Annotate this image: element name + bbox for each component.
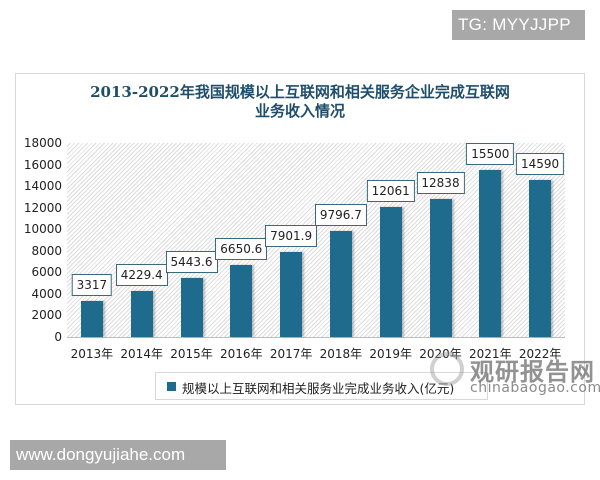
data-label: 5443.6 xyxy=(165,251,218,274)
watermark-url: chinabaogao.com xyxy=(470,380,600,396)
bar xyxy=(379,207,402,337)
data-label: 9796.7 xyxy=(314,204,367,227)
chart-title-line-1: 2013-2022年我国规模以上互联网和相关服务企业完成互联网 xyxy=(90,83,510,101)
data-label: 7901.9 xyxy=(265,224,318,247)
y-tick-label: 8000 xyxy=(31,243,62,258)
bar xyxy=(180,278,203,337)
y-tick-label: 14000 xyxy=(23,179,62,194)
data-label: 6650.6 xyxy=(215,238,268,261)
bottom-watermark-tag: www.dongyujiahe.com xyxy=(10,440,226,470)
legend-label: 规模以上互联网和相关服务业完成业务收入(亿元) xyxy=(182,381,455,396)
bar xyxy=(329,231,352,337)
watermark-text: 观研报告网 xyxy=(470,358,595,386)
x-axis-line xyxy=(67,337,565,338)
y-tick-label: 12000 xyxy=(23,200,62,215)
data-label: 4229.4 xyxy=(115,264,168,287)
bar xyxy=(529,179,552,337)
legend-swatch-icon xyxy=(167,382,176,391)
chart-title-line-2: 业务收入情况 xyxy=(254,102,345,120)
x-tick-label: 2022年 xyxy=(518,347,562,361)
data-label: 3317 xyxy=(71,274,113,297)
bar xyxy=(80,301,103,337)
bar xyxy=(479,169,502,337)
legend: 规模以上互联网和相关服务业完成业务收入(亿元) xyxy=(155,372,488,400)
x-tick-label: 2013年 xyxy=(70,347,114,361)
y-tick-label: 18000 xyxy=(23,136,62,150)
data-label: 12838 xyxy=(416,171,465,194)
x-tick-label: 2016年 xyxy=(220,347,263,361)
top-watermark-tag: TG: MYYJJPP xyxy=(452,10,585,40)
x-tick-label: 2015年 xyxy=(170,347,213,361)
y-tick-label: 10000 xyxy=(23,222,62,237)
y-tick-label: 6000 xyxy=(31,265,62,280)
bar xyxy=(130,291,153,337)
data-label: 14590 xyxy=(516,152,565,175)
x-tick-label: 2017年 xyxy=(269,347,313,361)
bar xyxy=(230,265,253,337)
bar xyxy=(280,251,303,337)
y-tick-label: 16000 xyxy=(23,157,62,172)
x-tick-label: 2014年 xyxy=(120,347,163,361)
x-tick-label: 2018年 xyxy=(319,347,363,361)
x-tick-label: 2019年 xyxy=(369,347,412,361)
bar xyxy=(429,198,452,337)
data-label: 15500 xyxy=(466,142,515,165)
y-tick-label: 2000 xyxy=(31,308,62,323)
x-tick-label: 2021年 xyxy=(469,347,512,361)
data-label: 12061 xyxy=(366,180,415,202)
y-tick-label: 0 xyxy=(54,330,62,344)
watermark-logo-icon xyxy=(430,352,464,386)
chart-title: 2013-2022年我国规模以上互联网和相关服务企业完成互联网 业务收入情况 xyxy=(0,83,600,121)
y-tick-label: 4000 xyxy=(31,286,62,301)
